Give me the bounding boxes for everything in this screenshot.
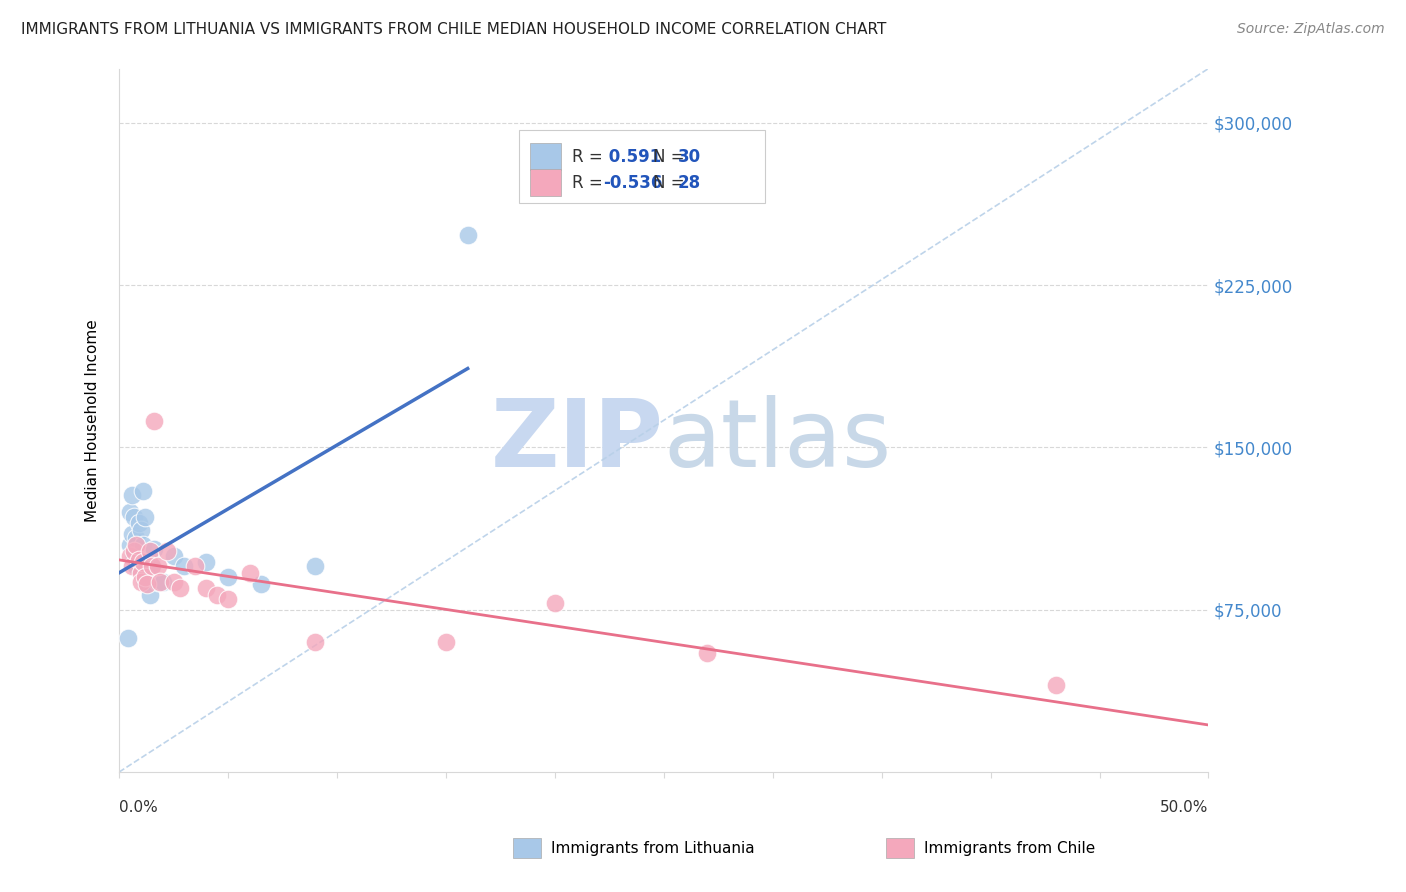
Point: [118, 538, 141, 552]
Point: [128, 553, 150, 567]
Point: [239, 566, 262, 580]
Point: [121, 559, 143, 574]
Point: [118, 549, 141, 563]
Point: [148, 559, 170, 574]
Point: [129, 574, 152, 589]
Point: [134, 570, 156, 584]
Point: [162, 574, 184, 589]
Point: [121, 488, 143, 502]
Point: [195, 581, 218, 595]
Point: [138, 544, 160, 558]
Text: 0.591: 0.591: [603, 148, 662, 166]
Point: [696, 646, 718, 660]
Y-axis label: Median Household Income: Median Household Income: [86, 319, 100, 522]
Point: [138, 588, 160, 602]
Point: [217, 591, 239, 606]
Text: 0.0%: 0.0%: [120, 800, 157, 815]
Point: [129, 566, 152, 580]
Text: R =: R =: [572, 148, 603, 166]
Point: [544, 596, 567, 610]
Text: IMMIGRANTS FROM LITHUANIA VS IMMIGRANTS FROM CHILE MEDIAN HOUSEHOLD INCOME CORRE: IMMIGRANTS FROM LITHUANIA VS IMMIGRANTS …: [21, 22, 886, 37]
Point: [132, 538, 155, 552]
Point: [125, 559, 148, 574]
Text: 30: 30: [678, 148, 702, 166]
Point: [169, 581, 191, 595]
Point: [124, 509, 146, 524]
Point: [162, 549, 184, 563]
Point: [129, 553, 152, 567]
Point: [124, 544, 146, 558]
Point: [249, 576, 271, 591]
Point: [205, 588, 228, 602]
Text: Immigrants from Lithuania: Immigrants from Lithuania: [551, 841, 755, 855]
Point: [156, 544, 179, 558]
Point: [134, 574, 156, 589]
Point: [117, 631, 139, 645]
Text: -0.536: -0.536: [603, 174, 662, 192]
Point: [129, 523, 152, 537]
Point: [125, 538, 148, 552]
Point: [128, 516, 150, 530]
Point: [136, 576, 159, 591]
Point: [124, 549, 146, 563]
Point: [132, 483, 155, 498]
Point: [121, 527, 143, 541]
Text: N =: N =: [652, 174, 685, 192]
Point: [152, 574, 174, 589]
Point: [173, 559, 195, 574]
Point: [217, 570, 239, 584]
Point: [304, 635, 326, 649]
Text: 28: 28: [678, 174, 702, 192]
Point: [149, 574, 172, 589]
Text: ZIP: ZIP: [491, 395, 664, 487]
Point: [142, 414, 165, 428]
Text: R =: R =: [572, 174, 603, 192]
Point: [136, 566, 159, 580]
Point: [118, 505, 141, 519]
Point: [148, 574, 170, 589]
Text: Immigrants from Chile: Immigrants from Chile: [924, 841, 1095, 855]
Text: Source: ZipAtlas.com: Source: ZipAtlas.com: [1237, 22, 1385, 37]
Point: [132, 555, 155, 569]
Point: [195, 555, 218, 569]
Text: 50.0%: 50.0%: [1160, 800, 1209, 815]
Point: [434, 635, 457, 649]
Point: [1045, 678, 1067, 692]
Point: [125, 531, 148, 545]
Point: [141, 559, 163, 574]
Point: [142, 542, 165, 557]
Point: [457, 228, 479, 243]
Point: [184, 559, 207, 574]
Point: [141, 559, 163, 574]
Text: atlas: atlas: [664, 395, 891, 487]
Point: [128, 549, 150, 563]
Point: [304, 559, 326, 574]
Point: [134, 509, 156, 524]
Text: N =: N =: [652, 148, 685, 166]
